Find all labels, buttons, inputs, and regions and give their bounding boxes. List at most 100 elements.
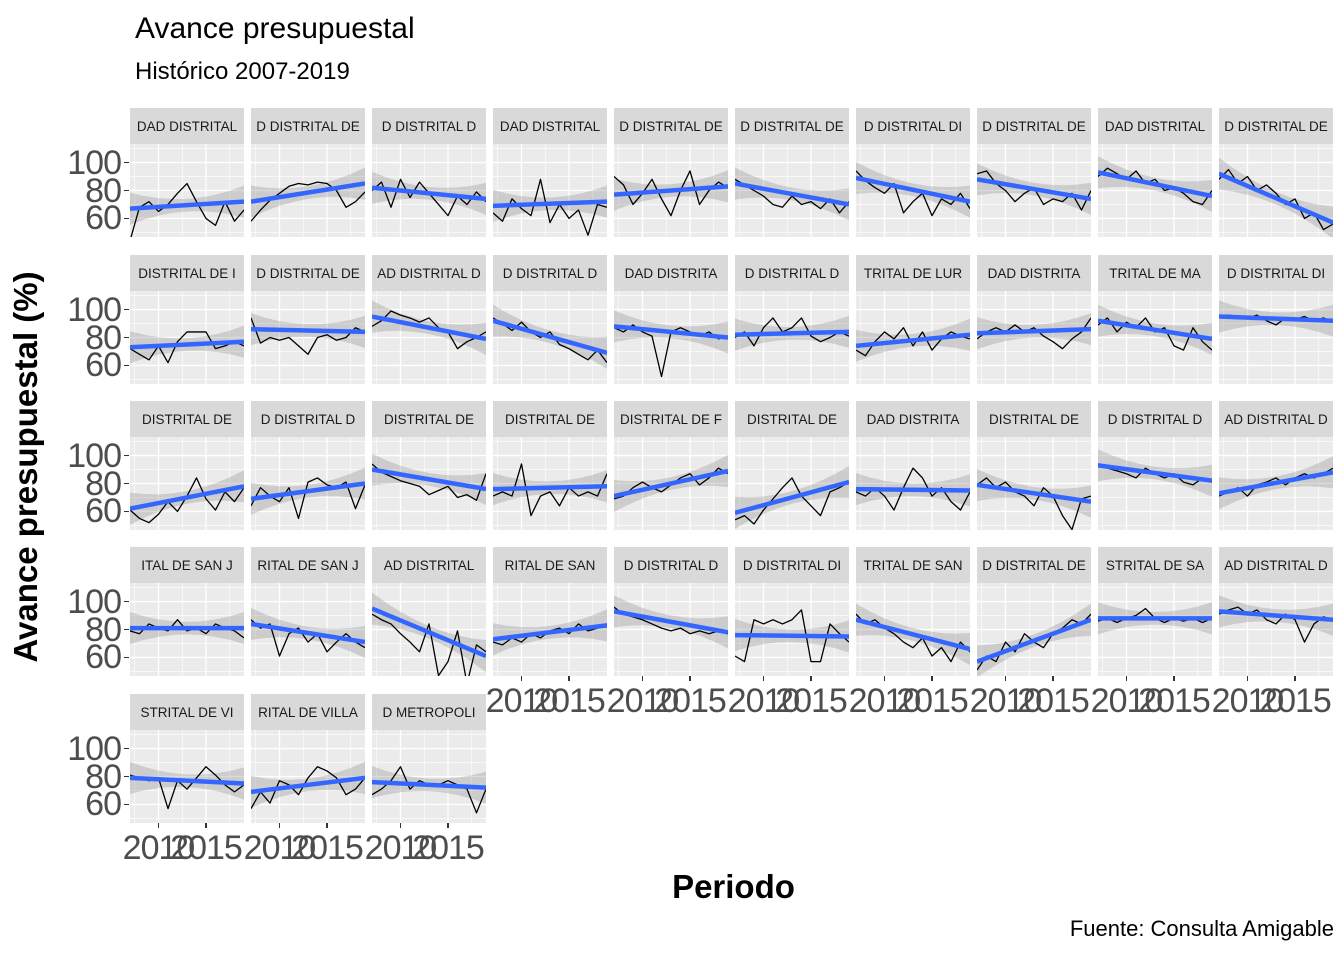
facet-chart-svg bbox=[855, 144, 971, 237]
y-tick-label-label: 80 bbox=[85, 171, 122, 210]
facet-strip: DISTRITAL DE bbox=[977, 401, 1091, 437]
y-tick-label-label: 80 bbox=[85, 610, 122, 649]
x-tick-label: 2015 bbox=[640, 684, 740, 718]
page-title: Avance presupuestal bbox=[135, 12, 415, 45]
x-tick-label-label: 2010 bbox=[122, 829, 196, 867]
facet-panel bbox=[250, 730, 366, 823]
facet-panel bbox=[1218, 291, 1334, 384]
facet-chart-svg bbox=[492, 144, 608, 237]
facet-panel bbox=[371, 730, 487, 823]
facet-strip-label: RITAL DE SAN J bbox=[257, 557, 359, 573]
facet-strip: AD DISTRITAL D bbox=[372, 255, 486, 291]
facet-chart-svg bbox=[855, 583, 971, 676]
facet-strip: D DISTRITAL DE bbox=[977, 108, 1091, 144]
facet-chart-svg bbox=[1097, 437, 1213, 530]
facet-chart-svg bbox=[1218, 291, 1334, 384]
x-tick-label-label: 2015 bbox=[775, 682, 848, 720]
x-tick-label-label: 2010 bbox=[243, 829, 317, 867]
facet-strip: D METROPOLI bbox=[372, 694, 486, 730]
facet-strip: DISTRITAL DE F bbox=[614, 401, 728, 437]
x-tick-label: 2015 bbox=[882, 684, 982, 718]
facet-panel bbox=[492, 583, 608, 676]
x-tick-label: 2010 bbox=[714, 684, 814, 718]
facet-chart-svg bbox=[613, 144, 729, 237]
y-tick-mark bbox=[124, 482, 129, 485]
facet-strip: DAD DISTRITAL bbox=[493, 108, 607, 144]
facet-chart-svg bbox=[734, 291, 850, 384]
facet-panel bbox=[1218, 437, 1334, 530]
facet-panel bbox=[613, 144, 729, 237]
x-tick-label: 2010 bbox=[1077, 684, 1177, 718]
x-tick-mark bbox=[641, 676, 644, 681]
x-tick-mark bbox=[205, 823, 207, 828]
x-tick-label: 2010 bbox=[593, 684, 693, 718]
facet-chart-svg bbox=[976, 583, 1092, 678]
facet-strip-label: TRITAL DE SAN bbox=[863, 557, 963, 573]
x-tick-mark bbox=[447, 823, 449, 828]
y-tick-mark bbox=[124, 656, 129, 659]
y-tick-mark bbox=[124, 454, 129, 457]
facet-strip-label: DAD DISTRITAL bbox=[1104, 118, 1206, 134]
facet-strip: D DISTRITAL D bbox=[735, 255, 849, 291]
facet-strip: D DISTRITAL DE bbox=[735, 108, 849, 144]
y-tick-mark bbox=[124, 217, 129, 220]
facet-strip: D DISTRITAL D bbox=[372, 108, 486, 144]
facet-strip: STRITAL DE SA bbox=[1098, 547, 1212, 583]
y-tick-label-label: 100 bbox=[67, 729, 122, 768]
x-tick-label: 2010 bbox=[109, 831, 209, 865]
facet-strip-label: AD DISTRITAL D bbox=[377, 265, 481, 281]
facet-chart-svg bbox=[250, 291, 366, 384]
facet-chart-svg bbox=[976, 437, 1092, 531]
y-tick-label: 80 bbox=[39, 464, 122, 503]
y-tick-mark bbox=[124, 600, 129, 603]
facet-strip: DAD DISTRITA bbox=[856, 401, 970, 437]
facet-strip: DISTRITAL DE bbox=[130, 401, 244, 437]
facet-chart-svg bbox=[734, 144, 850, 237]
x-tick-label-label: 2010 bbox=[364, 829, 438, 867]
facet-chart-svg bbox=[1097, 144, 1213, 237]
facet-chart-svg bbox=[371, 583, 487, 685]
y-tick-label-label: 60 bbox=[85, 785, 122, 824]
facet-strip: D DISTRITAL DI bbox=[1219, 255, 1333, 291]
facet-strip: RITAL DE VILLA bbox=[251, 694, 365, 730]
x-tick-mark bbox=[1173, 676, 1175, 681]
x-tick-mark bbox=[399, 823, 402, 828]
y-tick-mark bbox=[124, 803, 129, 806]
facet-chart-svg bbox=[855, 437, 971, 530]
y-tick-label-label: 60 bbox=[85, 492, 122, 531]
facet-panel bbox=[734, 583, 850, 676]
facet-panel bbox=[250, 437, 366, 530]
facet-panel bbox=[250, 583, 366, 676]
y-tick-mark bbox=[124, 336, 129, 339]
facet-panel bbox=[734, 437, 850, 530]
facet-panel bbox=[976, 437, 1092, 531]
y-tick-label: 60 bbox=[39, 201, 122, 235]
x-tick-mark bbox=[1004, 676, 1007, 681]
x-tick-mark bbox=[1052, 676, 1054, 681]
facet-strip: D DISTRITAL D bbox=[251, 401, 365, 437]
facet-chart-svg bbox=[492, 291, 608, 384]
x-tick-label-label: 2015 bbox=[412, 829, 485, 867]
facet-strip-label: D DISTRITAL DE bbox=[1224, 118, 1328, 134]
x-tick-label-label: 2015 bbox=[654, 682, 727, 720]
facet-strip-label: D DISTRITAL DE bbox=[740, 118, 844, 134]
facet-panel bbox=[613, 583, 729, 676]
y-tick-label-label: 100 bbox=[67, 582, 122, 621]
x-tick-label: 2010 bbox=[835, 684, 935, 718]
facet-panel bbox=[1218, 144, 1334, 239]
x-tick-label-label: 2010 bbox=[848, 682, 922, 720]
facet-chart-svg bbox=[855, 291, 971, 384]
facet-chart-svg bbox=[613, 437, 729, 530]
x-tick-mark bbox=[1246, 676, 1249, 681]
x-tick-mark bbox=[520, 676, 523, 681]
facet-strip-label: D DISTRITAL DE bbox=[619, 118, 723, 134]
y-tick-label-label: 80 bbox=[85, 464, 122, 503]
x-tick-label: 2015 bbox=[519, 684, 619, 718]
x-tick-label-label: 2015 bbox=[896, 682, 969, 720]
facet-strip-label: D DISTRITAL DE bbox=[982, 118, 1086, 134]
facet-strip-label: TRITAL DE MA bbox=[1109, 265, 1201, 281]
y-tick-label-label: 60 bbox=[85, 638, 122, 677]
x-tick-label: 2010 bbox=[1198, 684, 1298, 718]
x-tick-label: 2015 bbox=[156, 831, 256, 865]
y-tick-label: 60 bbox=[39, 348, 122, 382]
